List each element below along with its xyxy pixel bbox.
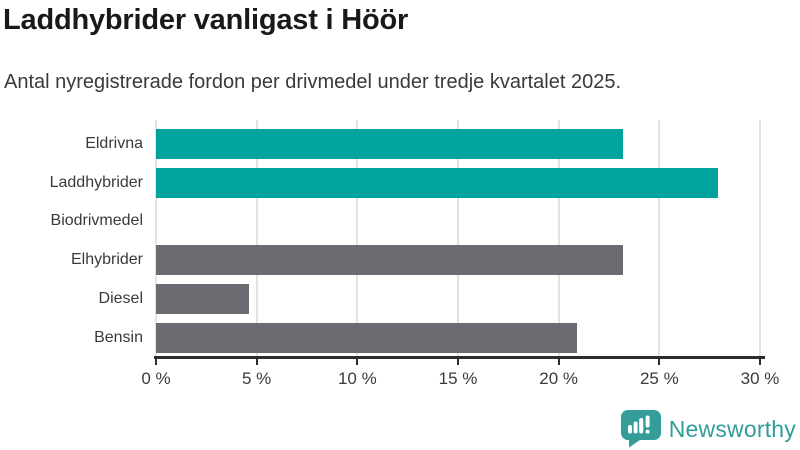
category-label: Biodrivmedel	[50, 212, 143, 230]
x-axis-line	[154, 356, 765, 359]
x-axis-tick	[255, 356, 258, 365]
category-label: Laddhybrider	[49, 173, 143, 191]
bar	[156, 322, 577, 353]
category-label: Eldrivna	[85, 134, 143, 152]
x-axis-tick	[658, 356, 661, 365]
x-axis-tick-label: 10 %	[337, 369, 377, 388]
gridline	[155, 120, 157, 356]
bar	[156, 128, 624, 159]
gridline	[557, 120, 560, 356]
gridline	[255, 120, 258, 356]
x-axis-tick-label: 30 %	[740, 369, 780, 388]
x-axis-tick	[557, 356, 560, 365]
gridline	[759, 120, 761, 356]
x-axis-tick	[155, 356, 157, 365]
chart-subtitle: Antal nyregistrerade fordon per drivmede…	[4, 71, 622, 93]
x-axis-tick	[356, 356, 359, 365]
x-axis-tick	[759, 356, 761, 365]
chart-title: Laddhybrider vanligast i Höör	[3, 4, 409, 36]
gridline	[457, 120, 459, 356]
category-label: Elhybrider	[70, 251, 143, 269]
bar	[156, 245, 624, 276]
x-axis-tick-label: 15 %	[438, 369, 478, 388]
x-axis-tick-label: 20 %	[539, 369, 579, 388]
bar	[156, 167, 718, 198]
newsworthy-logo[interactable]: Newsworthy	[620, 409, 796, 449]
x-axis-tick-label: 25 %	[639, 369, 679, 388]
gridline	[658, 120, 661, 356]
category-label: Bensin	[94, 328, 143, 346]
x-axis-tick-label: 0 %	[141, 369, 171, 388]
newsworthy-logo-icon	[620, 410, 661, 448]
x-axis-tick	[457, 356, 459, 365]
bar	[156, 283, 249, 314]
newsworthy-logo-text: Newsworthy	[668, 415, 796, 442]
x-axis-tick-label: 5 %	[242, 369, 272, 388]
gridline	[356, 120, 359, 356]
category-label: Diesel	[98, 289, 143, 307]
